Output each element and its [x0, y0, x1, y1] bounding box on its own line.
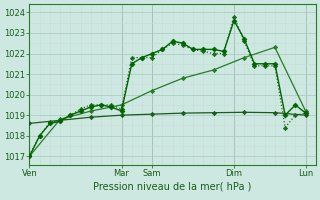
- X-axis label: Pression niveau de la mer( hPa ): Pression niveau de la mer( hPa ): [93, 182, 252, 192]
